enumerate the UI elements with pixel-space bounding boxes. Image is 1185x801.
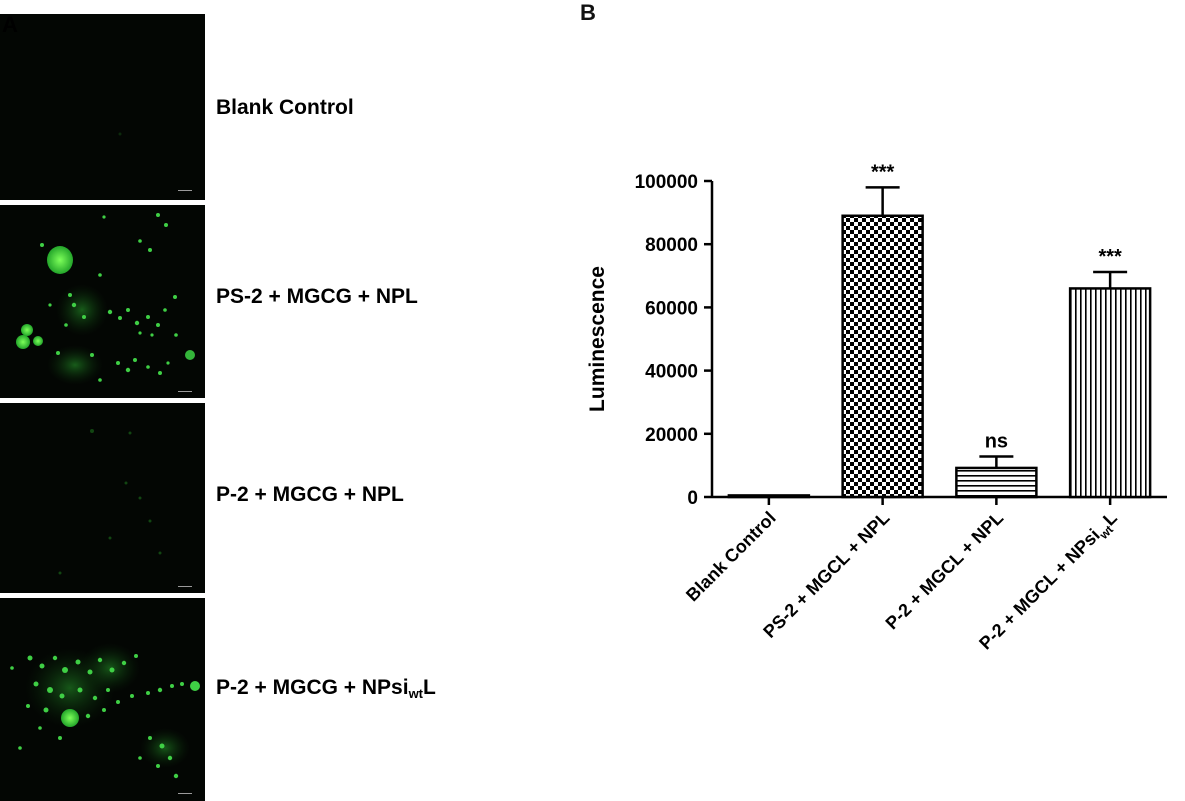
micro-label-p2-mgcg-npl: P-2 + MGCG + NPL	[216, 483, 404, 506]
micro-image-ps2-mgcg-npl	[0, 205, 205, 398]
micro-label-blank-control: Blank Control	[216, 96, 354, 119]
y-axis-label: Luminescence	[586, 266, 609, 412]
micro-image-p2-mgcg-npl	[0, 403, 205, 593]
y-tick-label: 100000	[635, 172, 698, 193]
y-tick-label: 20000	[645, 425, 698, 446]
scale-bar	[178, 793, 192, 794]
micro-image-p2-mgcg-npsiwtl	[0, 598, 205, 801]
micro-label-ps2-mgcg-npl: PS-2 + MGCG + NPL	[216, 285, 418, 308]
bar	[727, 494, 811, 499]
luminescence-bar-chart: 0 20000 40000 60000 80000 100000 Luminescence B…	[586, 161, 1167, 653]
bar	[1068, 287, 1152, 499]
x-tick-label: PS-2 + MGCL + NPL	[759, 508, 893, 642]
panel-a-letter: A	[2, 12, 18, 37]
y-tick-label: 60000	[645, 298, 698, 319]
scale-bar	[178, 190, 192, 191]
scale-bar	[178, 586, 192, 587]
scale-bar	[178, 391, 192, 392]
significance-label: ns	[985, 431, 1008, 453]
significance-label: ***	[871, 161, 895, 183]
y-tick-label: 40000	[645, 362, 698, 383]
bar	[955, 466, 1038, 499]
micro-image-blank-control	[0, 14, 205, 200]
bar	[841, 214, 924, 499]
micro-label-p2-mgcg-npsiwtl: P-2 + MGCG + NPsiwtL	[216, 676, 436, 701]
x-tick-label: P-2 + MGCL + NPL	[882, 508, 1008, 634]
y-tick-label: 0	[687, 488, 698, 509]
x-tick-label: Blank Control	[682, 508, 780, 606]
panel-b-letter: B	[580, 0, 596, 25]
y-tick-label: 80000	[645, 235, 698, 256]
significance-label: ***	[1098, 246, 1122, 268]
